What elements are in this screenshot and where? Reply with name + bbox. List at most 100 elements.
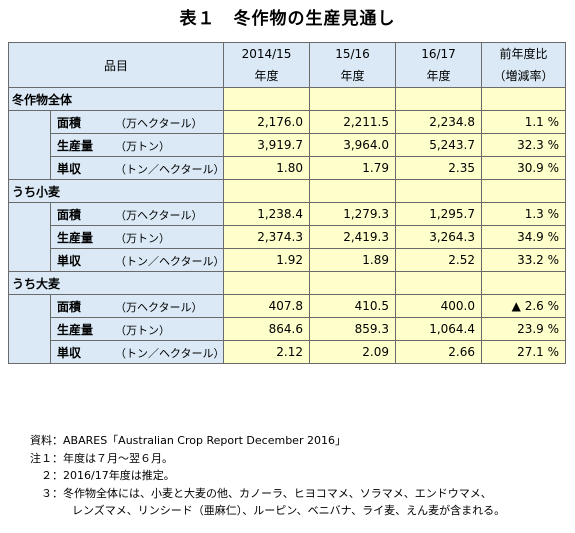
item-unit: （トン／ヘクタール） <box>115 346 225 360</box>
section-row: 冬作物全体 <box>7 87 567 111</box>
empty-cell <box>395 179 483 203</box>
empty-cell <box>309 179 397 203</box>
note-3-continued: レンズマメ、リンシード（亜麻仁）、ルーピン、ベニバナ、ライ麦、えん麦が含まれる。 <box>72 504 506 517</box>
item-cell: 単収 （トン／ヘクタール） <box>49 248 225 272</box>
indent-cell <box>8 110 51 134</box>
item-unit: （万ヘクタール） <box>115 300 203 314</box>
table-row: 面積 （万ヘクタール） 2,176.0 2,211.5 2,234.8 1.1 % <box>8 110 567 134</box>
item-name: 単収 <box>57 345 82 360</box>
note-3: ３：冬作物全体には、小麦と大麦の他、カノーラ、ヒヨコマメ、ソラマメ、エンドウマメ… <box>30 486 492 500</box>
empty-cell <box>309 87 397 111</box>
value-cell: 34.9 % <box>481 225 567 249</box>
empty-cell <box>481 179 567 203</box>
value-cell: 1.92 <box>223 248 311 272</box>
note-1: 注１：年度は７月～翌６月。 <box>30 451 173 465</box>
item-name: 面積 <box>57 115 82 130</box>
value-cell: 2,234.8 <box>395 110 483 134</box>
table-title: 表１ 冬作物の生産見通し <box>179 9 396 29</box>
value-cell: 30.9 % <box>481 156 567 180</box>
value-cell: 2.12 <box>223 340 311 364</box>
item-unit: （トン／ヘクタール） <box>115 254 225 268</box>
header-item: 品目 <box>7 42 225 88</box>
production-table: 品目 2014/15 年度 15/16 年度 16/17 年度 <box>7 42 567 364</box>
value-cell: 1.3 % <box>481 202 567 226</box>
indent-cell <box>8 294 51 318</box>
indent-cell <box>8 317 51 341</box>
section-label: うち大麦 <box>7 271 225 295</box>
value-cell: 2.52 <box>395 248 483 272</box>
item-cell: 生産量 （万トン） <box>49 133 225 157</box>
value-cell: 27.1 % <box>481 340 567 364</box>
item-unit: （万トン） <box>115 231 170 245</box>
value-cell: 32.3 % <box>481 133 567 157</box>
empty-cell <box>309 271 397 295</box>
item-unit: （万トン） <box>115 139 170 153</box>
indent-cell <box>8 156 51 180</box>
item-name: 面積 <box>57 299 82 314</box>
value-cell: 3,964.0 <box>309 133 397 157</box>
table-row: 生産量 （万トン） 2,374.3 2,419.3 3,264.3 34.9 % <box>8 225 567 249</box>
item-cell: 単収 （トン／ヘクタール） <box>49 156 225 180</box>
item-name: 単収 <box>57 161 82 176</box>
table-row: 生産量 （万トン） 864.6 859.3 1,064.4 23.9 % <box>8 317 567 341</box>
header-16-17: 16/17 年度 <box>395 42 483 88</box>
item-cell: 単収 （トン／ヘクタール） <box>49 340 225 364</box>
item-unit: （トン／ヘクタール） <box>115 162 225 176</box>
empty-cell <box>395 271 483 295</box>
empty-cell <box>223 179 311 203</box>
value-cell: 1,295.7 <box>395 202 483 226</box>
item-cell: 生産量 （万トン） <box>49 225 225 249</box>
indent-cell <box>8 133 51 157</box>
indent-cell <box>8 225 51 249</box>
header-row: 品目 2014/15 年度 15/16 年度 16/17 年度 <box>7 42 567 88</box>
item-unit: （万トン） <box>115 323 170 337</box>
value-cell: 23.9 % <box>481 317 567 341</box>
header-2014-15: 2014/15 年度 <box>223 42 311 88</box>
item-name: 面積 <box>57 207 82 222</box>
item-unit: （万ヘクタール） <box>115 208 203 222</box>
item-name: 生産量 <box>57 230 94 245</box>
section-label: うち小麦 <box>7 179 225 203</box>
table-row: 面積 （万ヘクタール） 1,238.4 1,279.3 1,295.7 1.3 % <box>8 202 567 226</box>
value-cell: 1.79 <box>309 156 397 180</box>
value-cell: 864.6 <box>223 317 311 341</box>
value-cell: 2.09 <box>309 340 397 364</box>
value-cell: 1,064.4 <box>395 317 483 341</box>
item-name: 単収 <box>57 253 82 268</box>
value-cell: 1,279.3 <box>309 202 397 226</box>
item-name: 生産量 <box>57 138 94 153</box>
value-cell: 859.3 <box>309 317 397 341</box>
item-name: 生産量 <box>57 322 94 337</box>
item-cell: 面積 （万ヘクタール） <box>49 202 225 226</box>
value-cell: 1.1 % <box>481 110 567 134</box>
table-row: 単収 （トン／ヘクタール） 1.92 1.89 2.52 33.2 % <box>8 248 567 272</box>
value-cell: 3,264.3 <box>395 225 483 249</box>
value-cell: ▲ 2.6 % <box>481 294 567 318</box>
empty-cell <box>223 87 311 111</box>
item-cell: 面積 （万ヘクタール） <box>49 294 225 318</box>
empty-cell <box>223 271 311 295</box>
section-row: うち大麦 <box>7 271 567 295</box>
value-cell: 1.80 <box>223 156 311 180</box>
value-cell: 1.89 <box>309 248 397 272</box>
section-row: うち小麦 <box>7 179 567 203</box>
note-2: ２：2016/17年度は推定。 <box>30 469 175 482</box>
value-cell: 2,374.3 <box>223 225 311 249</box>
footnotes: 資料：ABARES「Australian Crop Report Decembe… <box>30 432 505 520</box>
item-unit: （万ヘクタール） <box>115 116 203 130</box>
indent-cell <box>8 340 51 364</box>
value-cell: 2.66 <box>395 340 483 364</box>
value-cell: 1,238.4 <box>223 202 311 226</box>
value-cell: 3,919.7 <box>223 133 311 157</box>
value-cell: 407.8 <box>223 294 311 318</box>
empty-cell <box>395 87 483 111</box>
value-cell: 2,211.5 <box>309 110 397 134</box>
header-yoy: 前年度比 （増減率） <box>481 42 567 88</box>
table-row: 単収 （トン／ヘクタール） 1.80 1.79 2.35 30.9 % <box>8 156 567 180</box>
value-cell: 5,243.7 <box>395 133 483 157</box>
item-cell: 面積 （万ヘクタール） <box>49 110 225 134</box>
value-cell: 2,176.0 <box>223 110 311 134</box>
table-row: 面積 （万ヘクタール） 407.8 410.5 400.0 ▲ 2.6 % <box>8 294 567 318</box>
item-cell: 生産量 （万トン） <box>49 317 225 341</box>
table-row: 生産量 （万トン） 3,919.7 3,964.0 5,243.7 32.3 % <box>8 133 567 157</box>
